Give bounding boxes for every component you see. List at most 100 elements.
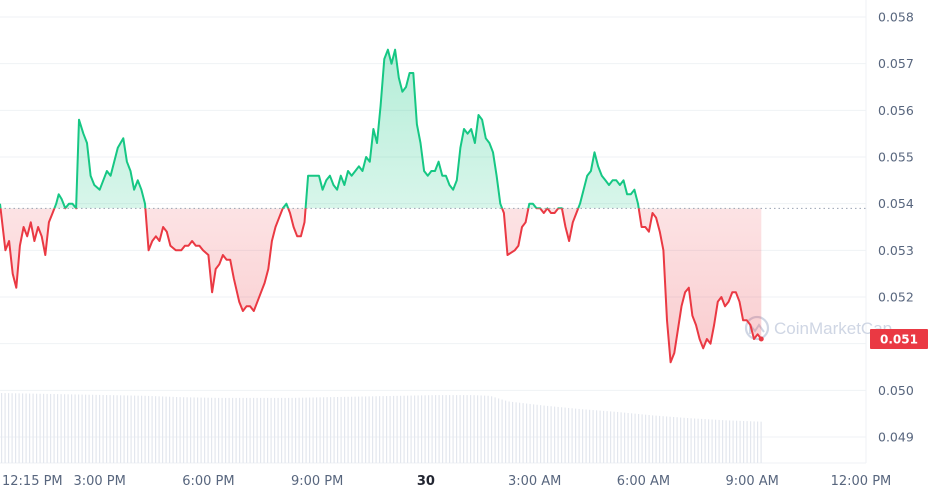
y-axis: 0.0490.0500.0510.0520.0530.0540.0550.056… bbox=[878, 10, 914, 445]
volume-bar bbox=[127, 395, 129, 463]
volume-bar bbox=[610, 411, 612, 463]
volume-bar bbox=[515, 402, 517, 463]
volume-bar bbox=[732, 420, 734, 463]
volume-bar bbox=[221, 397, 223, 463]
volume-bar bbox=[106, 395, 108, 463]
volume-bar bbox=[480, 395, 482, 463]
volume-bar bbox=[15, 393, 17, 463]
volume-bar bbox=[673, 416, 675, 463]
volume-bar bbox=[452, 395, 454, 463]
price-area-down bbox=[0, 208, 762, 363]
volume-bar bbox=[4, 393, 6, 463]
volume-bar bbox=[190, 397, 192, 463]
volume-bar bbox=[316, 397, 318, 463]
y-tick-label: 0.055 bbox=[878, 150, 914, 165]
volume-bar bbox=[22, 393, 24, 463]
volume-bar bbox=[690, 418, 692, 463]
volume-bar bbox=[309, 397, 311, 463]
volume-bar bbox=[36, 393, 38, 463]
volume-bar bbox=[29, 393, 31, 463]
volume-bar bbox=[456, 395, 458, 463]
volume-bar bbox=[417, 395, 419, 463]
volume-bar bbox=[386, 396, 388, 463]
volume-bar bbox=[81, 394, 83, 463]
volume-bar bbox=[494, 397, 496, 463]
volume-bar bbox=[204, 397, 206, 463]
y-tick-label: 0.049 bbox=[878, 430, 914, 445]
volume-bar bbox=[589, 409, 591, 463]
volume-bar bbox=[407, 395, 409, 463]
volume-bar bbox=[337, 396, 339, 463]
volume-bar bbox=[641, 414, 643, 463]
volume-bar bbox=[578, 408, 580, 463]
volume-bar bbox=[557, 406, 559, 463]
volume-bar bbox=[176, 396, 178, 463]
volume-bar bbox=[634, 413, 636, 463]
volume-bar bbox=[256, 397, 258, 463]
volume-bar bbox=[137, 395, 139, 463]
volume-bar bbox=[585, 409, 587, 463]
volume-bar bbox=[288, 397, 290, 463]
volume-bar bbox=[319, 397, 321, 463]
volume-bar bbox=[519, 402, 521, 463]
volume-bar bbox=[561, 407, 563, 463]
volume-bar bbox=[214, 397, 216, 463]
volume-bar bbox=[715, 419, 717, 463]
volume-bar bbox=[505, 400, 507, 463]
volume-bar bbox=[606, 411, 608, 463]
volume-bar bbox=[648, 415, 650, 463]
volume-bars bbox=[1, 393, 762, 463]
volume-bar bbox=[102, 394, 104, 463]
volume-bar bbox=[711, 419, 713, 463]
volume-bar bbox=[239, 397, 241, 463]
volume-bar bbox=[739, 420, 741, 463]
volume-bar bbox=[1, 393, 3, 463]
volume-bar bbox=[659, 415, 661, 463]
volume-bar bbox=[393, 395, 395, 463]
volume-bar bbox=[130, 395, 132, 463]
volume-bar bbox=[718, 419, 720, 463]
volume-bar bbox=[158, 396, 160, 463]
volume-bar bbox=[491, 396, 493, 463]
volume-bar bbox=[246, 397, 248, 463]
volume-bar bbox=[235, 397, 237, 463]
volume-bar bbox=[50, 393, 52, 463]
volume-bar bbox=[74, 394, 76, 463]
volume-bar bbox=[680, 417, 682, 463]
volume-bar bbox=[470, 395, 472, 463]
y-tick-label: 0.052 bbox=[878, 290, 914, 305]
volume-bar bbox=[295, 397, 297, 463]
price-area bbox=[0, 49, 762, 363]
volume-bar bbox=[631, 413, 633, 463]
volume-bar bbox=[396, 395, 398, 463]
volume-bar bbox=[92, 394, 94, 463]
volume-bar bbox=[568, 407, 570, 463]
volume-bar bbox=[687, 418, 689, 463]
volume-bar bbox=[694, 418, 696, 463]
current-price-text: 0.051 bbox=[880, 333, 918, 347]
volume-bar bbox=[99, 394, 101, 463]
volume-bar bbox=[277, 397, 279, 463]
volume-bar bbox=[512, 401, 514, 463]
x-tick-label: 6:00 PM bbox=[182, 474, 234, 489]
y-tick-label: 0.056 bbox=[878, 103, 914, 118]
volume-bar bbox=[351, 396, 353, 463]
volume-bar bbox=[442, 395, 444, 463]
price-line[interactable] bbox=[0, 48, 764, 364]
volume-bar bbox=[263, 397, 265, 463]
volume-bar bbox=[186, 397, 188, 463]
volume-bar bbox=[435, 395, 437, 463]
volume-bar bbox=[120, 395, 122, 463]
volume-bar bbox=[270, 397, 272, 463]
volume-bar bbox=[197, 397, 199, 463]
volume-bar bbox=[249, 397, 251, 463]
volume-bar bbox=[134, 395, 136, 463]
y-tick-label: 0.050 bbox=[878, 383, 914, 398]
volume-bar bbox=[736, 420, 738, 463]
y-tick-label: 0.053 bbox=[878, 243, 914, 258]
volume-bar bbox=[88, 394, 90, 463]
volume-bar bbox=[753, 421, 755, 463]
volume-bar bbox=[729, 420, 731, 463]
volume-bar bbox=[375, 396, 377, 463]
